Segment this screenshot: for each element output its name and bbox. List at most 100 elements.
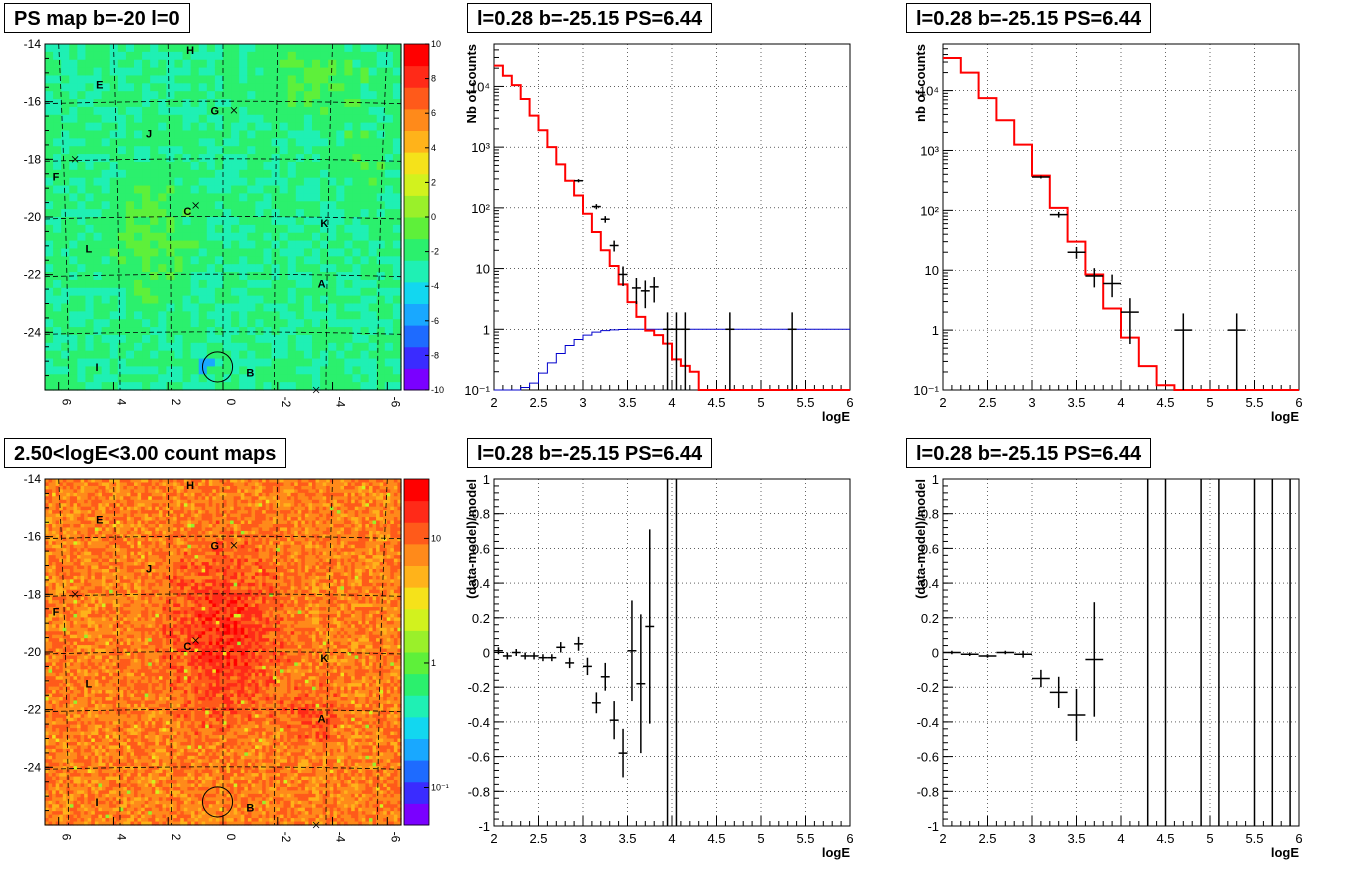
- source-label: B: [246, 803, 254, 815]
- x-tick-label: 4: [1117, 831, 1124, 846]
- residual-point: [521, 653, 530, 660]
- colorbar-tick-label: -2: [431, 247, 439, 257]
- y-tick-label: 10³: [920, 143, 939, 158]
- data-point: [1103, 275, 1121, 298]
- residual-point: [512, 649, 521, 656]
- colorbar-tick-label: 6: [431, 108, 436, 118]
- residual-point: [619, 729, 628, 778]
- residual-point: [530, 653, 539, 660]
- colorbar-segment: [404, 630, 429, 652]
- y-tick-label: -0.4: [468, 715, 490, 730]
- residual-point: [494, 647, 503, 654]
- colorbar-segment: [404, 501, 429, 523]
- colorbar-segment: [404, 217, 429, 239]
- colorbar-segment: [404, 282, 429, 304]
- x-tick-label: -4: [334, 397, 348, 408]
- x-tick-label: 4: [668, 395, 675, 410]
- colorbar: [404, 479, 429, 826]
- colorbar-tick-label: -8: [431, 350, 439, 360]
- source-label: H: [186, 480, 194, 492]
- y-tick-label: 1: [483, 472, 490, 487]
- residual-point: [565, 658, 574, 668]
- residual-point: [539, 654, 548, 661]
- count-map-title: 2.50<logE<3.00 count maps: [4, 438, 286, 468]
- colorbar-segment: [404, 174, 429, 196]
- x-tick-label: 2.5: [529, 395, 547, 410]
- colorbar-segment: [404, 368, 429, 390]
- residual-point: [583, 658, 592, 675]
- colorbar-tick-label: 1: [431, 658, 436, 668]
- y-tick-label: 0.2: [472, 611, 490, 626]
- source-label: G: [211, 540, 220, 552]
- spectrum-fine-title: l=0.28 b=-25.15 PS=6.44: [467, 3, 712, 33]
- y-tick-label: -14: [24, 472, 42, 486]
- x-axis-label: logE: [822, 845, 850, 860]
- colorbar-segment: [404, 239, 429, 261]
- residuals-fine-title: l=0.28 b=-25.15 PS=6.44: [467, 438, 712, 468]
- data-point: [672, 312, 681, 390]
- data-point: [725, 312, 734, 390]
- x-tick-label: 0: [224, 834, 238, 841]
- y-tick-label: 10³: [471, 140, 490, 155]
- y-tick-label: -24: [24, 325, 42, 339]
- y-tick-label: -18: [24, 152, 42, 166]
- y-tick-label: -16: [24, 95, 42, 109]
- colorbar-segment: [404, 152, 429, 174]
- source-label: A: [318, 713, 326, 725]
- x-axis-label: logE: [1271, 845, 1299, 860]
- residual-point: [943, 651, 961, 654]
- source-label: J: [146, 128, 152, 140]
- y-tick-label: 1: [932, 323, 939, 338]
- grid-lines: [494, 44, 850, 390]
- y-tick-label: -0.2: [468, 680, 490, 695]
- x-tick-label: 4.5: [707, 831, 725, 846]
- colorbar-segment: [404, 566, 429, 588]
- y-tick-label: 0.2: [921, 611, 939, 626]
- x-tick-label: -4: [334, 832, 348, 843]
- y-tick-label: 1: [483, 322, 490, 337]
- x-tick-label: 2: [939, 831, 946, 846]
- residual-point: [1085, 602, 1103, 717]
- y-tick-label: -0.4: [917, 715, 939, 730]
- colorbar-segment: [404, 522, 429, 544]
- y-tick-label: -20: [24, 645, 42, 659]
- source-label: I: [95, 797, 98, 809]
- residual-point: [601, 663, 610, 691]
- source-label: B: [246, 368, 254, 380]
- y-tick-label: 10²: [920, 203, 939, 218]
- residual-point: [1014, 651, 1032, 658]
- residual-point: [1068, 689, 1086, 741]
- residual-point: [961, 653, 979, 656]
- source-label: E: [96, 79, 103, 91]
- colorbar-segment: [404, 195, 429, 217]
- data-point: [592, 204, 601, 209]
- source-label: J: [146, 563, 152, 575]
- y-axis-label: Nb of counts: [464, 44, 479, 123]
- x-tick-label: 5: [1206, 831, 1213, 846]
- residual-point: [979, 654, 997, 657]
- residual-point: [996, 651, 1014, 654]
- y-tick-label: -1: [927, 819, 939, 834]
- source-label: E: [96, 514, 103, 526]
- colorbar-segment: [404, 304, 429, 326]
- colorbar-tick-label: 4: [431, 143, 436, 153]
- x-tick-label: 4: [114, 834, 128, 841]
- spectrum-coarse-title: l=0.28 b=-25.15 PS=6.44: [906, 3, 1151, 33]
- residual-point: [645, 529, 654, 723]
- y-tick-label: -0.8: [468, 784, 490, 799]
- y-tick-label: -16: [24, 530, 42, 544]
- colorbar-tick-label: -6: [431, 316, 439, 326]
- x-tick-label: 2: [939, 395, 946, 410]
- x-tick-label: 3.5: [1067, 831, 1085, 846]
- source-label: G: [211, 105, 220, 117]
- source-label: C: [183, 206, 191, 218]
- colorbar-segment: [404, 760, 429, 782]
- y-tick-label: -22: [24, 268, 42, 282]
- x-tick-label: 4.5: [1156, 831, 1174, 846]
- source-label: A: [318, 278, 326, 290]
